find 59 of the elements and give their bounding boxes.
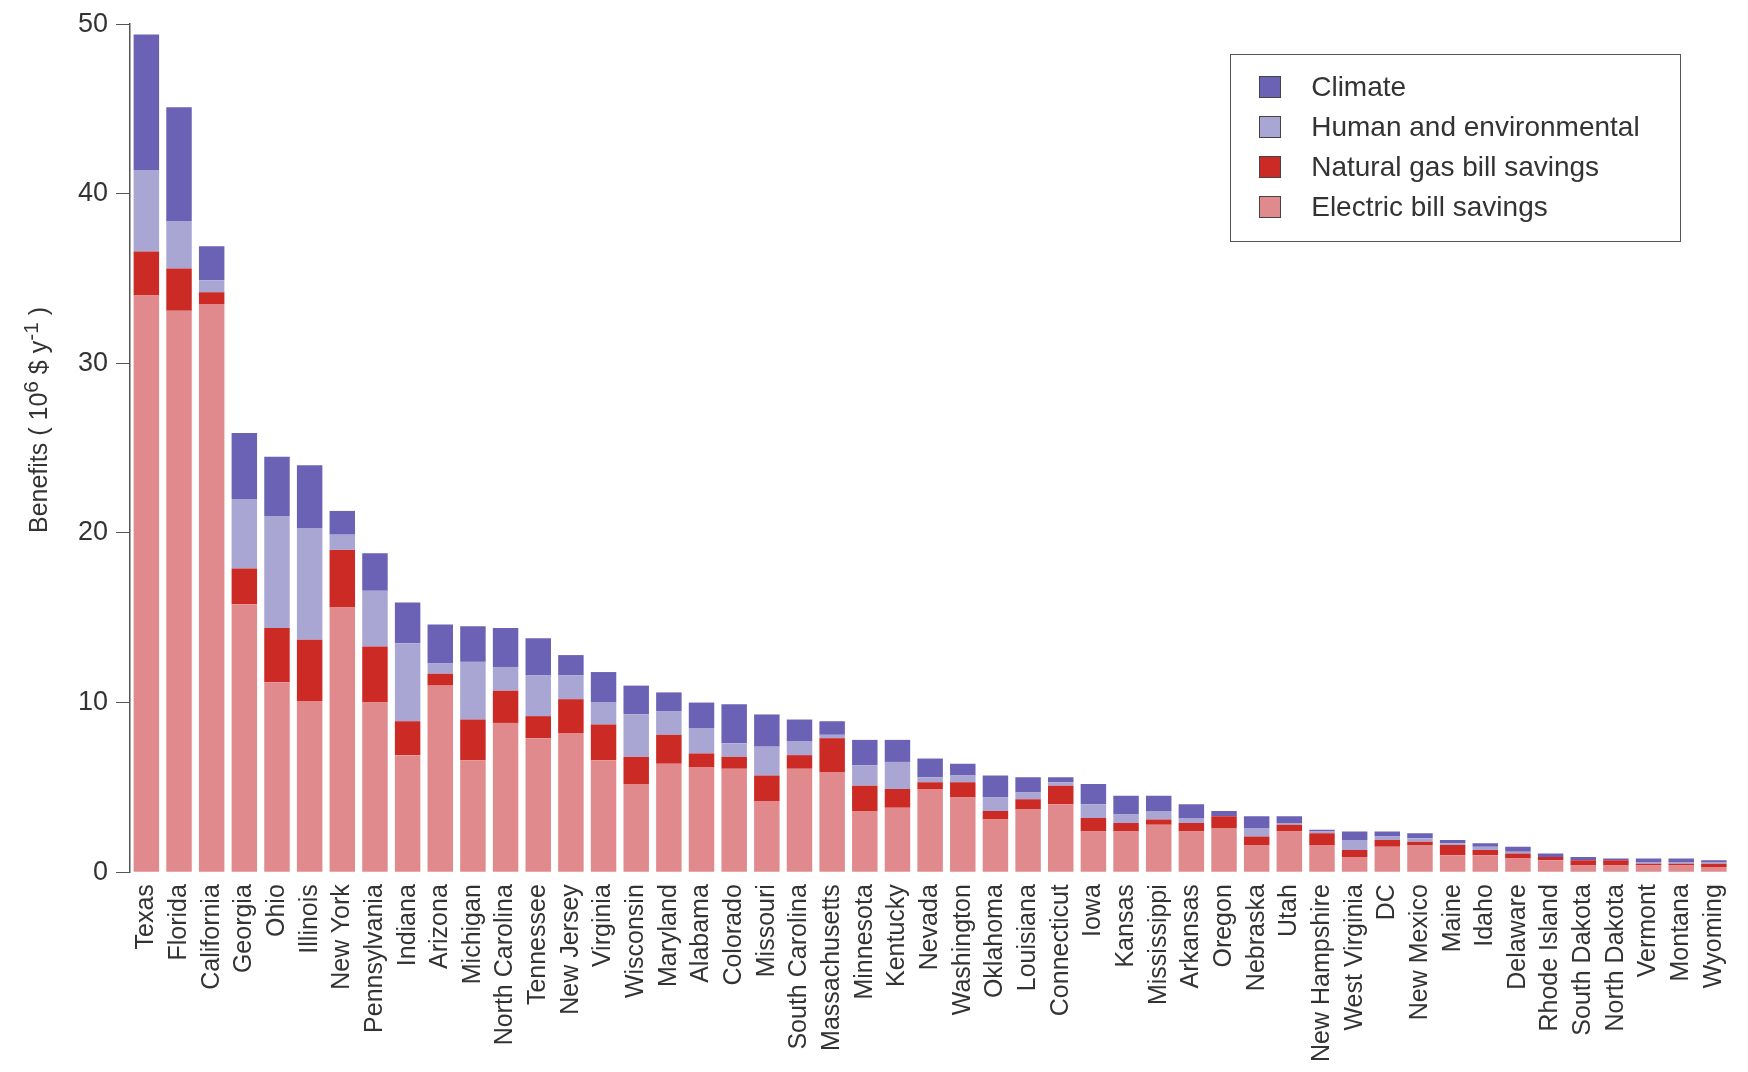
y-tick-label: 10 xyxy=(77,686,109,717)
x-tick-label: Nevada xyxy=(914,884,943,971)
x-tick-label: Delaware xyxy=(1501,884,1530,990)
x-tick-label: New York xyxy=(326,883,355,990)
x-tick-label: Illinois xyxy=(293,884,322,954)
legend-label: Human and environmental xyxy=(1311,111,1640,144)
x-tick-label: Florida xyxy=(162,884,191,961)
x-tick-label: California xyxy=(195,884,224,990)
y-tick-label: 0 xyxy=(93,855,109,886)
x-tick-label: Michigan xyxy=(456,884,485,985)
legend-label: Natural gas bill savings xyxy=(1311,151,1600,184)
x-tick-label: Arkansas xyxy=(1175,884,1204,989)
y-tick-label: 30 xyxy=(77,346,109,377)
x-tick-label: Indiana xyxy=(391,884,420,967)
x-tick-label: North Carolina xyxy=(489,884,518,1046)
x-tick-label: Tennessee xyxy=(522,884,551,1006)
x-tick-label: West Virginia xyxy=(1338,884,1367,1031)
x-tick-label: New Jersey xyxy=(554,883,583,1015)
x-tick-label: Vermont xyxy=(1632,884,1661,978)
x-tick-label: Wisconsin xyxy=(620,884,649,999)
legend-label: Electric bill savings xyxy=(1311,191,1548,224)
x-tick-label: Georgia xyxy=(228,884,257,974)
x-tick-label: North Dakota xyxy=(1599,884,1628,1032)
x-tick-label: Arizona xyxy=(424,884,453,969)
x-tick-label: Oregon xyxy=(1207,884,1236,968)
x-tick-label: Connecticut xyxy=(1044,884,1073,1017)
legend-label: Climate xyxy=(1311,71,1407,104)
x-tick-label: Maryland xyxy=(652,884,681,987)
y-tick-label: 50 xyxy=(77,7,109,38)
x-tick-label: New Hampshire xyxy=(1305,884,1334,1063)
x-tick-label: Maine xyxy=(1436,884,1465,953)
x-tick-label: Virginia xyxy=(587,884,616,968)
x-tick-label: Louisiana xyxy=(1011,884,1040,992)
x-tick-label: Wyoming xyxy=(1697,884,1726,989)
x-tick-label: Iowa xyxy=(1077,884,1106,937)
x-tick-label: Kansas xyxy=(1109,884,1138,968)
x-tick-label: Ohio xyxy=(260,884,289,937)
x-tick-label: Pennsylvania xyxy=(358,884,387,1033)
x-tick-label: Minnesota xyxy=(848,884,877,1000)
x-tick-label: Texas xyxy=(130,884,159,950)
x-tick-label: Montana xyxy=(1665,884,1694,982)
x-tick-label: Oklahoma xyxy=(979,884,1008,999)
y-tick-label: 40 xyxy=(77,177,109,208)
x-tick-label: Idaho xyxy=(1469,884,1498,947)
x-tick-label: South Dakota xyxy=(1567,884,1596,1036)
x-tick-label: Mississippi xyxy=(1142,884,1171,1006)
x-tick-label: DC xyxy=(1371,884,1400,921)
x-tick-label: Nebraska xyxy=(1240,884,1269,992)
x-tick-label: Alabama xyxy=(685,884,714,983)
y-tick-label: 20 xyxy=(77,516,109,547)
x-tick-label: Rhode Island xyxy=(1534,884,1563,1032)
x-tick-label: Massachusetts xyxy=(816,884,845,1051)
x-tick-label: Colorado xyxy=(718,884,747,986)
x-tick-label: Utah xyxy=(1273,884,1302,937)
x-tick-label: New Mexico xyxy=(1403,884,1432,1021)
x-tick-label: Washington xyxy=(946,884,975,1016)
x-tick-label: South Carolina xyxy=(783,884,812,1050)
x-tick-label: Missouri xyxy=(750,884,779,978)
x-tick-label: Kentucky xyxy=(881,883,910,988)
